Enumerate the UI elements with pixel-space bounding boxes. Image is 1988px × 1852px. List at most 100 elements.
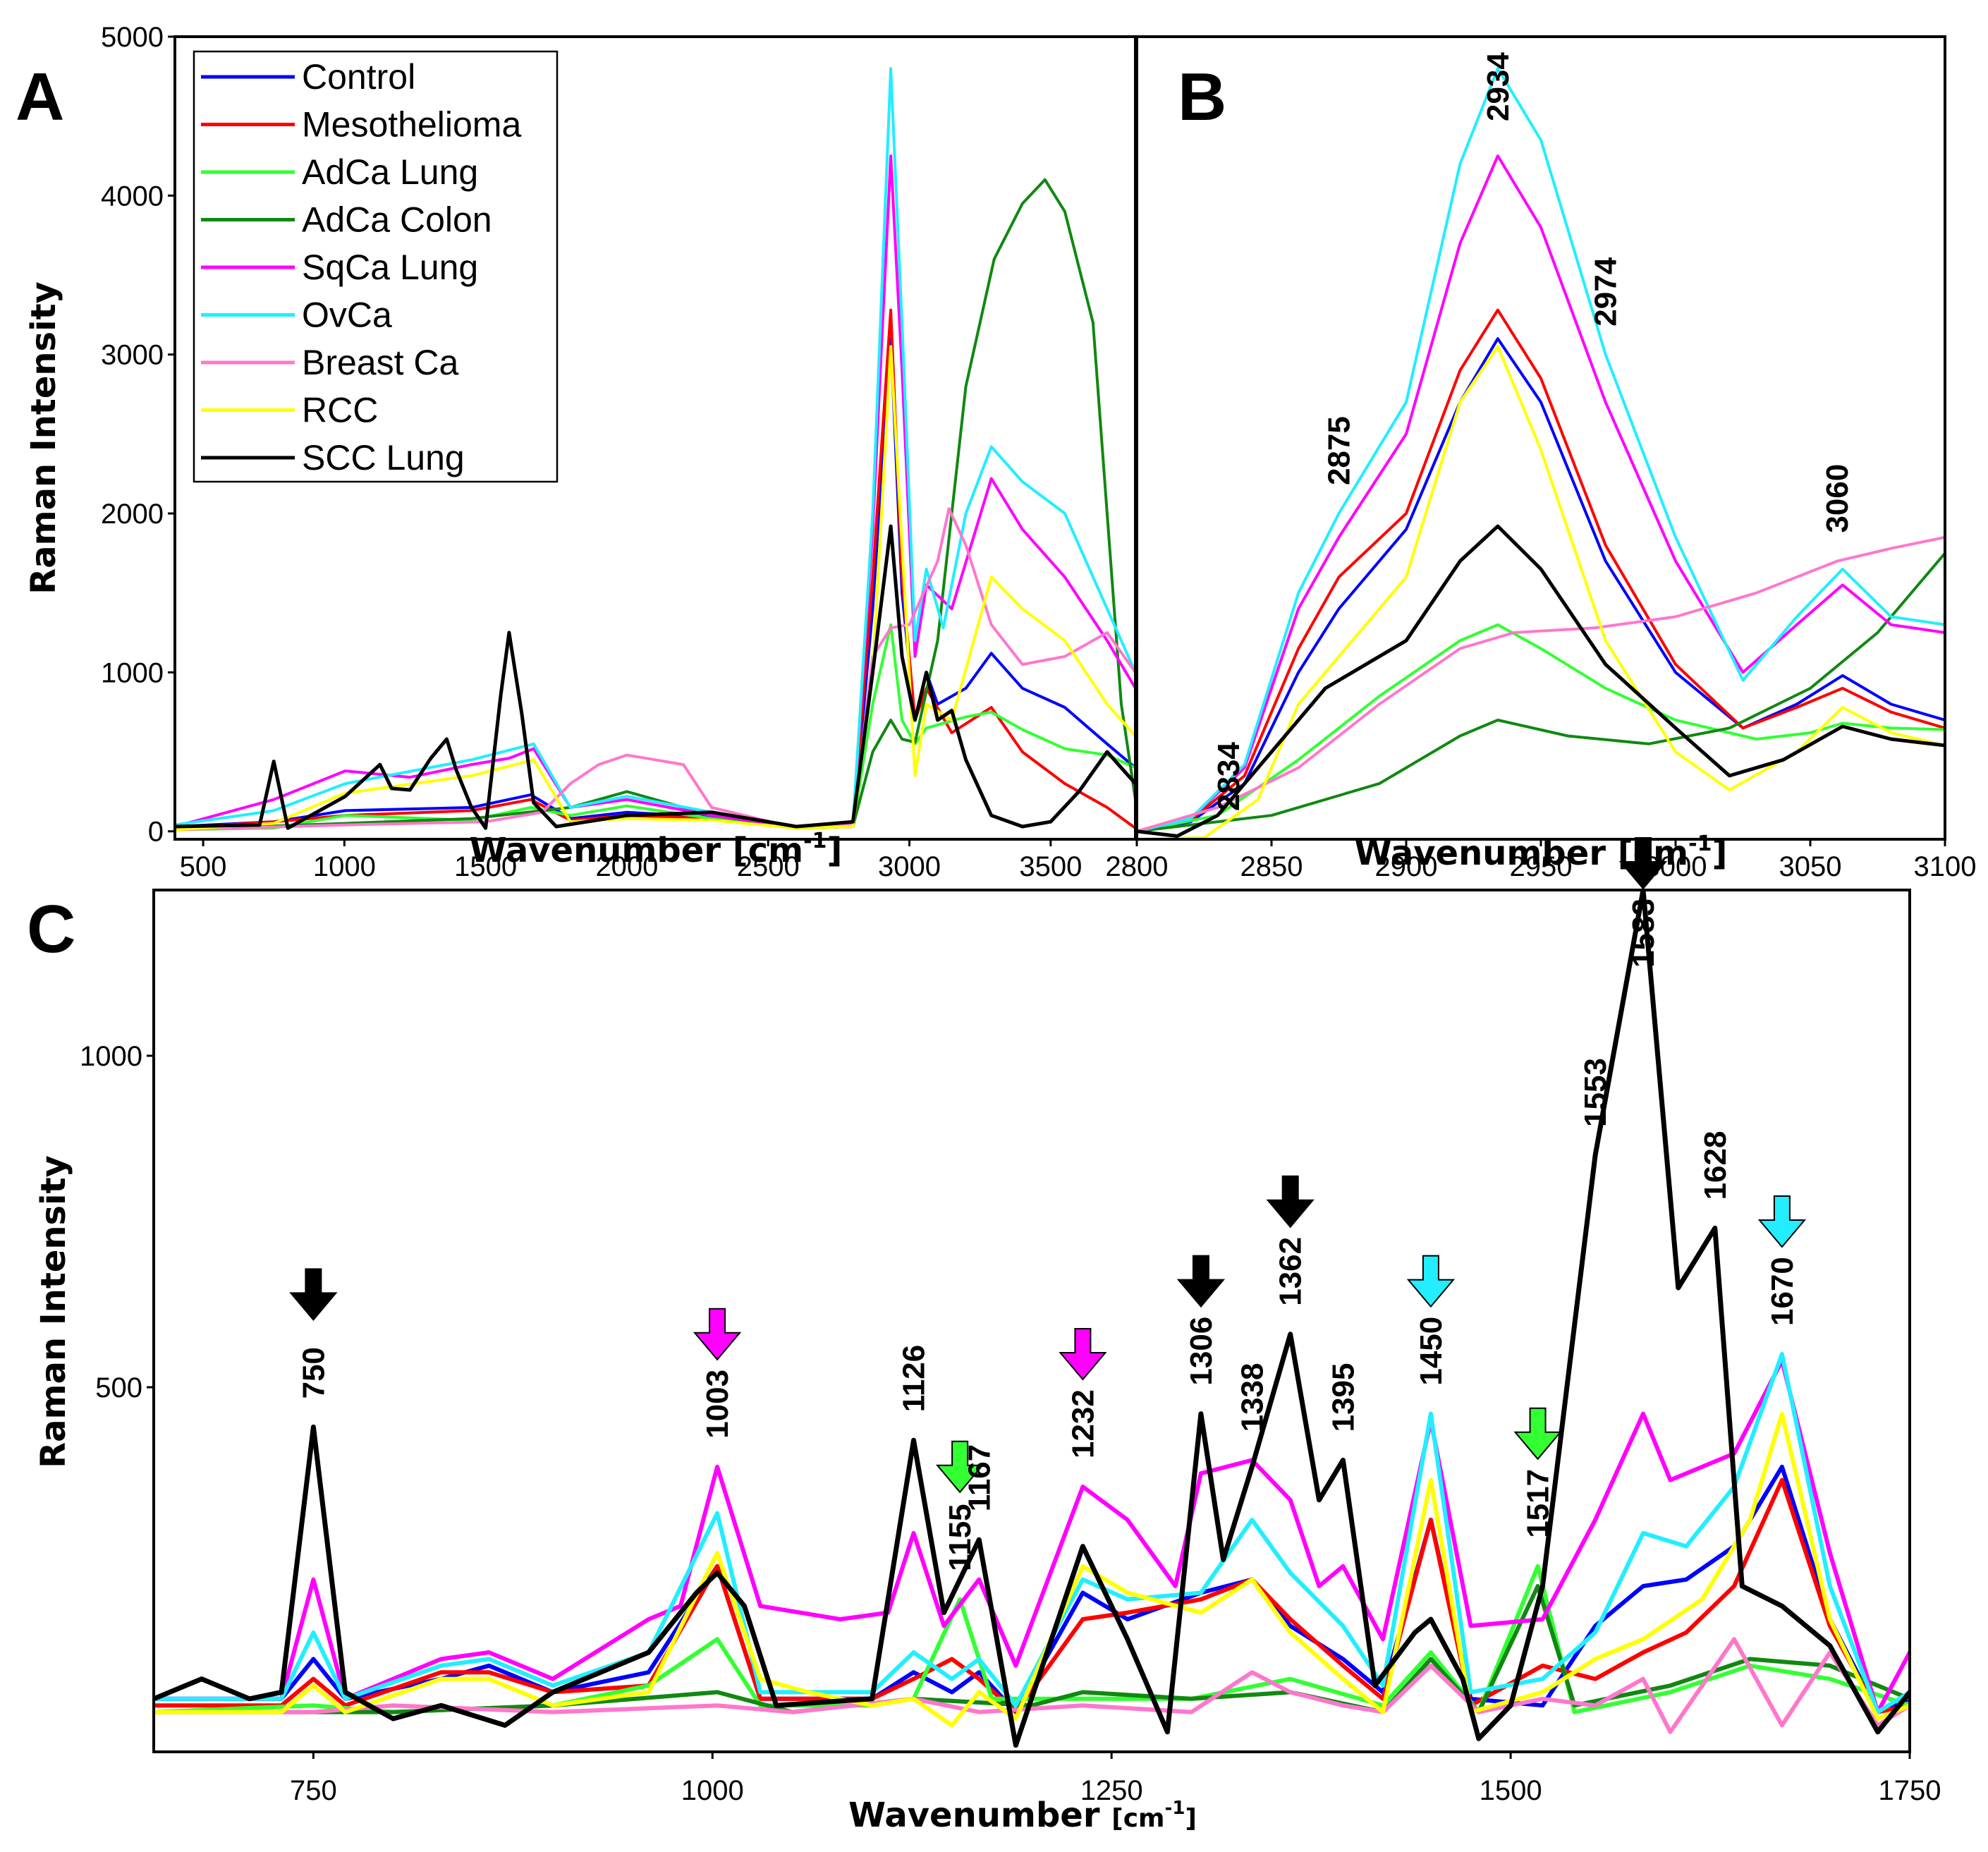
panel-c-x-axis-title-main: Wavenumber <box>848 1796 1111 1835</box>
panel-b-annotation-label: 2934 <box>1481 52 1516 121</box>
panel-a-x-axis-title-end: ] <box>827 831 842 870</box>
legend-label: OvCa <box>302 296 392 335</box>
panel-b-annotation-label: 2834 <box>1212 742 1246 811</box>
panel-b-x-tick-label: 3050 <box>1779 851 1842 882</box>
panel-c-annotation-label: 1306 <box>1184 1317 1219 1386</box>
panel-a-x-tick-label: 3500 <box>1019 851 1082 882</box>
panel-c-annotation-label: 1167 <box>962 1444 996 1511</box>
panel-c-down-arrow-icon <box>289 1268 338 1321</box>
panel-b-annotation-label: 2875 <box>1322 416 1357 485</box>
panel-b-x-tick-label: 3100 <box>1914 851 1977 882</box>
panel-a-y-ticks: 0 1000 2000 3000 4000 5000 <box>101 22 175 848</box>
panel-b-annotations: 2834 2875 2934 2974 3060 <box>1212 52 1855 811</box>
panel-c-annotation-label: 750 <box>296 1347 331 1399</box>
panel-c-annotation-label: 1155 <box>943 1504 977 1571</box>
panel-c-x-tick-label: 750 <box>290 1775 337 1806</box>
panel-b-plot-area <box>1137 67 1945 839</box>
panel-b-x-axis-title-end: ] <box>1712 834 1727 873</box>
panel-letter-a: A <box>16 59 64 135</box>
panel-b-x-tick-label: 2900 <box>1375 851 1438 882</box>
legend-label: Breast Ca <box>302 343 459 382</box>
legend: Control Mesothelioma AdCa Lung AdCa Colon Sq… <box>193 50 559 483</box>
panel-a-series-control <box>175 337 1135 830</box>
panel-b-series-scc-lung <box>1137 524 1945 838</box>
legend-label: SCC Lung <box>302 438 465 477</box>
panel-a-x-tick-label: 2000 <box>595 851 658 882</box>
panel-a-x-tick-label: 1000 <box>313 851 376 882</box>
panel-b-series-ovca <box>1137 67 1945 833</box>
panel-c-down-arrow-icon <box>1059 1328 1107 1381</box>
panel-c-y-ticks: 500 1000 <box>80 1041 154 1403</box>
panel-c-annotation-label: 1583 <box>1626 898 1661 968</box>
panel-a-x-ticks: 500 1000 1500 2000 2500 3000 3500 <box>180 839 1082 882</box>
panel-c-annotation-label: 1362 <box>1274 1237 1308 1306</box>
legend-label: AdCa Colon <box>302 200 492 240</box>
panel-c-down-arrow-icon <box>935 1440 984 1494</box>
panel-c-series-breast-ca <box>154 1637 1910 1734</box>
panel-b-series-mesothelioma <box>1137 308 1945 833</box>
panel-c-y-tick-label: 500 <box>95 1372 142 1403</box>
panel-a-series-mesothelioma <box>175 308 1135 830</box>
panel-c-annotation-label: 1553 <box>1578 1058 1613 1127</box>
panel-b-series-breast-ca <box>1137 535 1945 833</box>
panel-a-x-axis-title: Wavenumber [cm-1] <box>470 829 843 870</box>
panel-c-annotation-label: 1450 <box>1414 1317 1449 1386</box>
panel-c-series-sqca-lung <box>154 1358 1910 1714</box>
panel-a-y-tick-label: 2000 <box>101 499 164 530</box>
panel-b-series-control <box>1137 337 1945 833</box>
panel-a-x-tick-label: 1500 <box>454 851 517 882</box>
panel-b-x-tick-label: 2950 <box>1510 851 1573 882</box>
panel-c-x-axis-title-end: ] <box>1185 1804 1196 1833</box>
panel-b-series-adca-lung <box>1137 623 1945 833</box>
panel-c-down-arrow-icon <box>1757 1195 1807 1248</box>
panel-c-down-arrow-icon <box>1266 1175 1315 1229</box>
legend-label: AdCa Lung <box>302 152 478 192</box>
legend-label: SqCa Lung <box>302 248 478 287</box>
panel-a-y-tick-label: 1000 <box>101 657 164 688</box>
panel-a-y-tick-label: 0 <box>148 817 164 848</box>
panel-c-frame <box>152 889 1911 1753</box>
panel-a-x-axis-title-sup: -1 <box>803 829 827 853</box>
panel-c-down-arrow-icon <box>1406 1255 1456 1308</box>
panel-b: 2800 2850 2900 2950 3000 3050 3100 28342875293… <box>1106 35 1977 882</box>
panel-a-series-scc-lung <box>175 524 1135 830</box>
panel-a-series-ovca <box>175 67 1135 828</box>
panel-c-down-arrow-icon <box>693 1308 742 1361</box>
panel-c-annotation-label: 1338 <box>1235 1363 1269 1432</box>
panel-a-y-tick-label: 5000 <box>101 22 164 53</box>
panel-c-y-tick-label: 1000 <box>80 1041 142 1072</box>
panel-b-x-tick-label: 2850 <box>1240 851 1303 882</box>
panel-c-series-ovca <box>154 1352 1910 1714</box>
panel-c-annotation-label: 1003 <box>700 1370 735 1439</box>
panel-b-x-axis-title-sup: -1 <box>1688 831 1712 856</box>
panel-a-y-tick-label: 4000 <box>101 181 164 212</box>
panel-c-annotation-label: 1395 <box>1326 1363 1360 1432</box>
panel-letter-b: B <box>1178 59 1226 135</box>
legend-label: Mesothelioma <box>302 105 521 145</box>
panel-c-series-control <box>154 1464 1910 1714</box>
panel-c-x-tick-label: 1500 <box>1480 1775 1542 1806</box>
panel-a-x-tick-label: 2500 <box>737 851 800 882</box>
panel-b-x-axis-title: Wavenumber [cm-1] <box>1355 831 1728 873</box>
panel-c-annotation-label: 1628 <box>1698 1131 1733 1200</box>
panel-c-x-tick-label: 1750 <box>1879 1775 1941 1806</box>
panel-a-plot-area <box>175 67 1135 831</box>
panel-c-series-scc-lung <box>154 890 1910 1748</box>
panel-a-x-axis-title-main: Wavenumber [cm <box>470 831 804 870</box>
panel-b-series-sqca-lung <box>1137 154 1945 833</box>
panel-c-plot-area <box>154 890 1910 1748</box>
panel-c-series-adca-lung <box>154 1564 1910 1714</box>
panel-c: 750 1000 1250 1500 1750 500 1000 750 1003 1126 1… <box>34 837 1941 1835</box>
panel-letter-c: C <box>27 891 75 967</box>
panel-a-series-adca-colon <box>175 178 1135 831</box>
panel-c-x-axis-title-sup: -1 <box>1165 1798 1185 1819</box>
legend-label: Control <box>302 57 415 97</box>
panel-c-x-axis-title-unit: [cm <box>1111 1804 1164 1833</box>
panel-c-x-ticks: 750 1000 1250 1500 1750 <box>290 1752 1941 1806</box>
panel-c-annotation-label: 1232 <box>1066 1389 1100 1458</box>
panel-c-series-mesothelioma <box>154 1478 1910 1714</box>
panel-c-annotation-label: 1517 <box>1521 1469 1556 1538</box>
panel-a-x-tick-label: 3000 <box>878 851 941 882</box>
